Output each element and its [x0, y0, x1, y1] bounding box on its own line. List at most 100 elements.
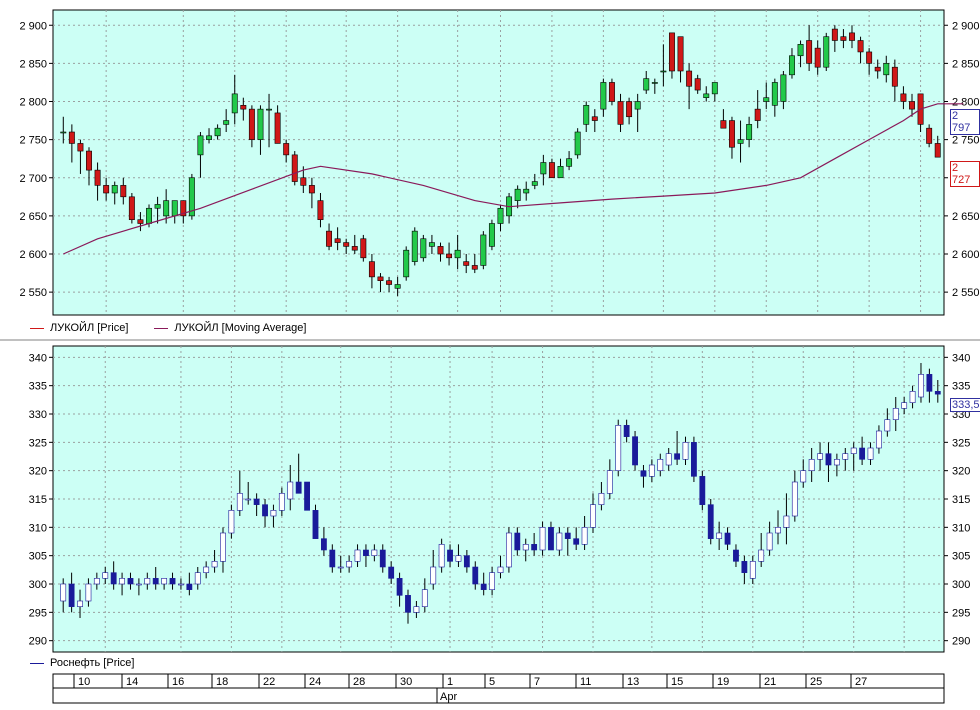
- candle-body: [154, 204, 161, 209]
- candle-body: [548, 527, 554, 551]
- day-label: 1: [447, 676, 453, 688]
- candle-body: [831, 28, 838, 41]
- candle-body: [137, 219, 144, 224]
- day-label: 25: [810, 676, 822, 688]
- candle-body: [413, 606, 420, 613]
- y-tick-label: 300: [29, 579, 47, 591]
- legend-line-icon: [154, 327, 169, 329]
- candle-body: [771, 82, 778, 106]
- candle-body: [729, 120, 735, 148]
- candle-body: [557, 166, 564, 179]
- candle-body: [643, 78, 650, 91]
- candle-body: [531, 181, 538, 186]
- day-label: 18: [216, 676, 228, 688]
- candle-body: [737, 139, 744, 144]
- y-tick-label: 2 650: [952, 211, 980, 223]
- day-label: 7: [534, 676, 540, 688]
- plot-area: [52, 9, 945, 316]
- candle-body: [447, 549, 453, 562]
- candle-body: [228, 510, 235, 534]
- candle-body: [590, 504, 596, 528]
- candle-body: [703, 93, 710, 98]
- candle-body: [754, 108, 761, 121]
- candle-body: [632, 436, 638, 466]
- candle-body: [110, 572, 117, 585]
- candle-body: [163, 200, 170, 217]
- candle-body: [60, 131, 67, 134]
- day-label: 24: [309, 676, 321, 688]
- candle-body: [326, 230, 333, 247]
- legend-line-icon: [30, 327, 44, 329]
- rosneft-panel[interactable]: 290 290 295 295 300 300 305 305 310 310 315 315 320 3…: [29, 345, 971, 653]
- candle-body: [411, 230, 418, 262]
- candle-body: [103, 185, 110, 194]
- candle-body: [214, 127, 221, 137]
- candle-body: [634, 101, 641, 110]
- candle-body: [437, 246, 444, 255]
- legend-label: ЛУКОЙЛ [Moving Average]: [174, 322, 307, 334]
- candle-body: [691, 442, 697, 477]
- candle-body: [814, 47, 821, 68]
- day-label: 22: [263, 676, 275, 688]
- candle-body: [377, 276, 384, 281]
- y-tick-label: 340: [29, 352, 47, 364]
- candle-body: [60, 583, 67, 602]
- candle-body: [876, 430, 882, 449]
- candle-body: [337, 566, 344, 569]
- candle-body: [497, 566, 504, 573]
- candle-body: [308, 185, 315, 194]
- legend-lukoil-ma: ЛУКОЙЛ [Moving Average]: [154, 322, 306, 334]
- candle-body: [694, 78, 701, 91]
- y-tick-label: 2 650: [19, 211, 47, 223]
- candle-body: [446, 253, 453, 259]
- candle-body: [934, 391, 941, 395]
- candle-body: [720, 120, 727, 129]
- legend-label: ЛУКОЙЛ [Price]: [50, 322, 129, 334]
- candle-body: [102, 572, 109, 579]
- candle-body: [211, 561, 218, 568]
- candle-body: [660, 70, 667, 73]
- candle-body: [152, 578, 159, 585]
- day-label: 11: [580, 676, 591, 688]
- candle-body: [857, 40, 864, 53]
- candle-body: [677, 36, 684, 72]
- candle-body: [127, 578, 134, 585]
- last-price-tag: 2 727: [950, 161, 980, 187]
- candle-body: [564, 532, 571, 539]
- ma-price-tag: 2 797: [950, 109, 980, 135]
- candle-body: [574, 131, 581, 156]
- day-label: 10: [78, 676, 90, 688]
- candle-body: [682, 442, 689, 460]
- legend-label: Роснефть [Price]: [50, 657, 135, 669]
- candle-body: [711, 82, 718, 95]
- candle-body: [188, 177, 195, 217]
- candle-body: [591, 116, 598, 121]
- candle-body: [573, 538, 580, 545]
- candle-body: [94, 169, 101, 186]
- y-tick-label: 2 550: [952, 287, 980, 299]
- candle-body: [257, 108, 264, 140]
- candle-body: [346, 561, 353, 568]
- candle-body: [763, 97, 770, 102]
- candle-body: [287, 481, 294, 500]
- candle-body: [186, 583, 193, 590]
- candle-body: [317, 200, 324, 220]
- y-tick-label: 305: [29, 551, 47, 563]
- candle-body: [480, 234, 487, 266]
- candle-body: [746, 124, 753, 140]
- y-tick-label: 2 850: [952, 58, 980, 70]
- top-legend: ЛУКОЙЛ [Price] ЛУКОЙЛ [Moving Average]: [30, 321, 306, 335]
- candle-body: [68, 583, 75, 607]
- candle-body: [716, 532, 723, 539]
- candle-body: [926, 127, 933, 144]
- candle-body: [615, 425, 622, 471]
- y-tick-label: 290: [952, 636, 970, 648]
- day-label: 28: [353, 676, 365, 688]
- y-tick-label: 305: [952, 551, 970, 563]
- candle-body: [396, 578, 403, 596]
- y-tick-label: 2 850: [19, 58, 47, 70]
- y-tick-label: 325: [29, 437, 47, 449]
- candle-body: [421, 589, 428, 607]
